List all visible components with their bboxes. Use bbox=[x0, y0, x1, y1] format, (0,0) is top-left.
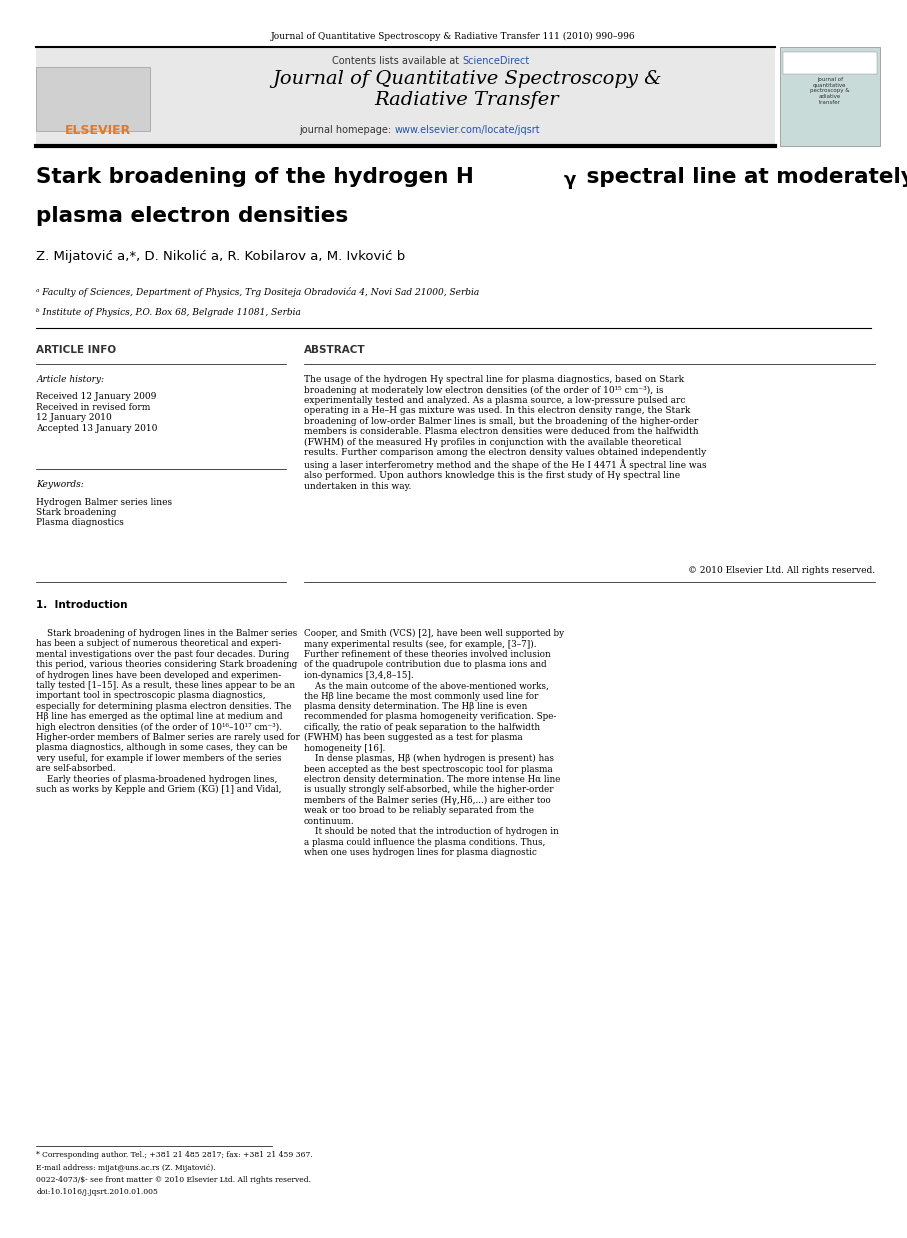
Text: journal of
quantitative
pectroscopy &
adiative
transfer: journal of quantitative pectroscopy & ad… bbox=[810, 77, 850, 105]
Text: * Corresponding author. Tel.; +381 21 485 2817; fax: +381 21 459 367.: * Corresponding author. Tel.; +381 21 48… bbox=[36, 1151, 313, 1159]
Text: ABSTRACT: ABSTRACT bbox=[304, 345, 366, 355]
Text: spectral line at moderately low: spectral line at moderately low bbox=[579, 167, 907, 187]
Text: Hydrogen Balmer series lines
Stark broadening
Plasma diagnostics: Hydrogen Balmer series lines Stark broad… bbox=[36, 498, 172, 527]
Text: Cooper, and Smith (VCS) [2], have been well supported by
many experimental resul: Cooper, and Smith (VCS) [2], have been w… bbox=[304, 629, 564, 857]
Text: ScienceDirect: ScienceDirect bbox=[463, 56, 530, 66]
Text: plasma electron densities: plasma electron densities bbox=[36, 206, 348, 225]
Text: E-mail address: mijat@uns.ac.rs (Z. Mijatović).: E-mail address: mijat@uns.ac.rs (Z. Mija… bbox=[36, 1164, 216, 1171]
Text: Journal of Quantitative Spectroscopy &
Radiative Transfer: Journal of Quantitative Spectroscopy & R… bbox=[272, 69, 662, 109]
Text: ARTICLE INFO: ARTICLE INFO bbox=[36, 345, 116, 355]
Text: ᵇ Institute of Physics, P.O. Box 68, Belgrade 11081, Serbia: ᵇ Institute of Physics, P.O. Box 68, Bel… bbox=[36, 308, 301, 317]
Text: Z. Mijatović a,*, D. Nikolić a, R. Kobilarov a, M. Ivković b: Z. Mijatović a,*, D. Nikolić a, R. Kobil… bbox=[36, 250, 405, 264]
Text: Article history:: Article history: bbox=[36, 375, 104, 384]
Text: © 2010 Elsevier Ltd. All rights reserved.: © 2010 Elsevier Ltd. All rights reserved… bbox=[688, 566, 875, 574]
Text: ELSEVIER: ELSEVIER bbox=[64, 124, 132, 137]
Text: 1.  Introduction: 1. Introduction bbox=[36, 600, 128, 610]
Text: Received 12 January 2009
Received in revised form
12 January 2010
Accepted 13 Ja: Received 12 January 2009 Received in rev… bbox=[36, 392, 158, 432]
Text: ᵃ Faculty of Sciences, Department of Physics, Trg Dositeja Obradovića 4, Novi Sa: ᵃ Faculty of Sciences, Department of Phy… bbox=[36, 287, 480, 297]
Text: journal homepage:: journal homepage: bbox=[299, 125, 395, 135]
Text: Journal of Quantitative Spectroscopy & Radiative Transfer 111 (2010) 990–996: Journal of Quantitative Spectroscopy & R… bbox=[271, 32, 636, 41]
Text: Keywords:: Keywords: bbox=[36, 480, 84, 489]
Text: Stark broadening of hydrogen lines in the Balmer series
has been a subject of nu: Stark broadening of hydrogen lines in th… bbox=[36, 629, 300, 795]
Text: Contents lists available at: Contents lists available at bbox=[332, 56, 463, 66]
Text: doi:10.1016/j.jqsrt.2010.01.005: doi:10.1016/j.jqsrt.2010.01.005 bbox=[36, 1188, 158, 1196]
Text: The usage of the hydrogen Hγ spectral line for plasma diagnostics, based on Star: The usage of the hydrogen Hγ spectral li… bbox=[304, 375, 707, 490]
Text: γ: γ bbox=[564, 171, 577, 189]
Text: www.elsevier.com/locate/jqsrt: www.elsevier.com/locate/jqsrt bbox=[395, 125, 541, 135]
Text: 0022-4073/$- see front matter © 2010 Elsevier Ltd. All rights reserved.: 0022-4073/$- see front matter © 2010 Els… bbox=[36, 1176, 311, 1184]
Text: Stark broadening of the hydrogen H: Stark broadening of the hydrogen H bbox=[36, 167, 474, 187]
